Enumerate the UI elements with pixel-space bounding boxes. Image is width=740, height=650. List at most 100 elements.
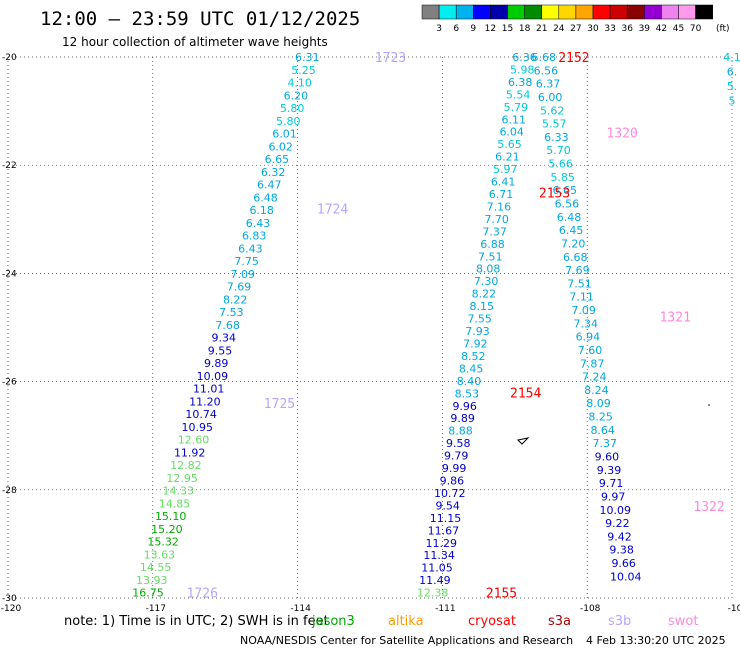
wave-height-value: 7.69: [565, 264, 590, 277]
wave-height-value: 8.53: [455, 387, 480, 400]
colorbar-label: 70: [690, 24, 702, 34]
wave-height-value: 11.67: [428, 524, 460, 537]
colorbar-swatch: [421, 4, 440, 20]
wave-height-value: 6.01: [272, 128, 297, 141]
wave-height-value: 5.98: [510, 64, 535, 77]
colorbar-swatch: [490, 4, 508, 20]
colorbar-swatch: [644, 4, 662, 20]
x-tick-label: -10: [728, 604, 740, 614]
wave-height-value: 9.42: [607, 530, 632, 543]
y-tick-label: -28: [2, 486, 17, 496]
wave-height-value: 13.63: [144, 548, 176, 561]
axis-ticks: -120 -117 -114 -111 -108 -10 -20 -22 -24 -26 -28 -3…: [1, 53, 740, 614]
wave-height-value: 5.57: [542, 118, 567, 131]
satellite-legend-item: altika: [388, 614, 424, 629]
colorbar-label: 33: [604, 24, 615, 34]
wave-height-value: 9.96: [452, 400, 477, 413]
wave-height-value: 6.36: [512, 51, 537, 64]
wave-height-value: 6.65: [553, 184, 578, 197]
wave-height-value: 5: [729, 94, 736, 107]
wave-height-value: 8.08: [476, 263, 501, 276]
wave-height-value: 9.99: [442, 462, 467, 475]
wave-height-value: 10.09: [600, 504, 632, 517]
wave-height-value: 7.11: [569, 291, 594, 304]
wave-height-value: 10.95: [182, 421, 214, 434]
wave-height-value: 8.22: [223, 293, 248, 306]
wave-height-value: 9.89: [204, 357, 229, 370]
wave-height-value: 6.48: [557, 211, 582, 224]
wave-height-value: 12.60: [178, 434, 210, 447]
colorbar-label: 39: [639, 24, 651, 34]
wave-height-value: 7.37: [482, 225, 507, 238]
wave-height-value: 12.95: [166, 472, 198, 485]
y-tick-label: -24: [2, 269, 17, 279]
satellite-legend-item: swot: [668, 614, 698, 629]
colorbar-swatch: [455, 4, 474, 20]
x-tick-label: -114: [290, 604, 311, 614]
wave-height-value: 9.89: [450, 412, 475, 425]
x-tick-label: -120: [1, 604, 22, 614]
wave-height-value: 8.88: [448, 425, 473, 438]
y-tick-label: -30: [2, 594, 17, 604]
wave-height-value: 6.88: [480, 238, 505, 251]
wave-height-value: 7.55: [467, 313, 492, 326]
wave-height-value: 5.62: [540, 104, 565, 117]
wave-height-value: 5.97: [493, 163, 518, 176]
colorbar-label: 18: [519, 24, 531, 34]
colorbar-label: 21: [536, 24, 547, 34]
wave-height-value: 9.86: [440, 475, 465, 488]
wave-height-value: 10.04: [610, 570, 642, 583]
x-tick-label: -111: [435, 604, 455, 614]
wave-height-value: 13.93: [136, 574, 168, 587]
colorbar-label: 15: [502, 24, 513, 34]
wave-height-value: 6.43: [238, 242, 263, 255]
satellite-legend: jason3 altika cryosat s3a s3b swot: [311, 614, 698, 629]
wave-height-value: 8.15: [470, 300, 495, 313]
footer-credit: NOAA/NESDIS Center for Satellite Applica…: [240, 634, 573, 647]
wave-height-value: 5.70: [546, 144, 571, 157]
wave-height-value: 9.60: [595, 451, 620, 464]
wave-height-value: 8.25: [588, 411, 613, 424]
colorbar-swatch: [609, 4, 628, 20]
chart-title: 12:00 — 23:59 UTC 01/12/2025: [40, 8, 360, 30]
satellite-tracks: 6.315.254.106.205.805.806.016.026.656.32…: [132, 51, 740, 600]
wave-height-value: 7.60: [578, 344, 603, 357]
colorbar-label: 6: [453, 24, 459, 34]
wave-height-value: 7.53: [219, 306, 244, 319]
wave-height-value: 6.71: [489, 188, 514, 201]
footer-timestamp: 4 Feb 13:30:20 UTC 2025: [586, 634, 726, 647]
y-tick-label: -20: [2, 53, 17, 63]
wave-height-value: 7.68: [215, 319, 240, 332]
wave-height-value: 6.37: [536, 78, 561, 91]
wave-height-value: 6.31: [295, 51, 320, 64]
wave-height-value: 7.93: [465, 325, 490, 338]
wave-height-value: 7.69: [227, 281, 252, 294]
wave-height-value: 8.24: [584, 384, 609, 397]
y-tick-label: -22: [2, 161, 17, 171]
wave-height-value: 9.38: [609, 544, 634, 557]
wave-height-value: 11.01: [193, 383, 225, 396]
wave-height-value: 6.41: [491, 176, 516, 189]
wave-height-value: 11.49: [419, 574, 451, 587]
wave-height-value: 10.09: [197, 370, 229, 383]
colorbar-swatch: [695, 4, 713, 20]
wave-height-value: 7.30: [474, 275, 499, 288]
wave-height-value: 6.32: [261, 166, 286, 179]
wave-height-value: 6.: [727, 65, 738, 78]
y-tick-label: -26: [2, 378, 17, 388]
satellite-legend-item: cryosat: [468, 614, 516, 629]
wave-height-value: 7.16: [487, 201, 512, 214]
colorbar-label: 9: [470, 24, 476, 34]
wave-height-value: 5.79: [504, 101, 529, 114]
wave-height-value: 6.83: [242, 230, 267, 243]
island-outline: [516, 437, 530, 445]
time-label: 1321: [660, 311, 691, 326]
wave-height-value: 15.32: [147, 536, 179, 549]
wave-height-value: 14.85: [159, 497, 191, 510]
time-label: 2155: [486, 587, 517, 602]
wave-height-value: 12.38: [417, 587, 449, 600]
wave-height-value: 11.34: [423, 549, 455, 562]
colorbar-swatch: [473, 4, 491, 20]
wave-height-value: 5.80: [280, 102, 305, 115]
wave-height-value: 9.79: [444, 450, 469, 463]
